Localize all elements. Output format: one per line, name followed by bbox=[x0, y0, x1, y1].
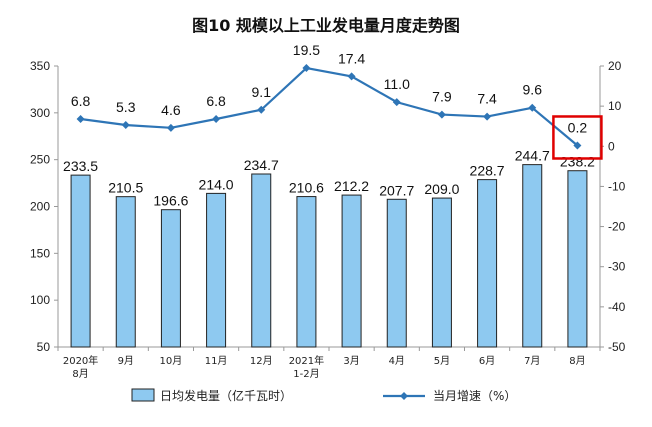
y-left-tick-label: 100 bbox=[30, 293, 50, 307]
x-tick-label: 4月 bbox=[389, 355, 405, 367]
y-right-tick-label: -50 bbox=[608, 340, 626, 354]
bar-value-label: 209.0 bbox=[424, 181, 459, 197]
legend: 日均发电量（亿千瓦时） 当月增速（%） bbox=[131, 388, 516, 403]
line-value-label: 9.1 bbox=[252, 84, 272, 100]
x-tick-label: 11月 bbox=[205, 355, 228, 367]
bar bbox=[522, 164, 543, 348]
x-tick-label: 8月 bbox=[569, 355, 585, 367]
line-point bbox=[528, 103, 537, 112]
line-point bbox=[76, 114, 85, 123]
bar-data-labels: 233.5 210.5 196.6 214.0 234.7 210.6 212.2 207.7… bbox=[63, 148, 595, 209]
bar bbox=[431, 197, 452, 348]
y-right-tick-label: 20 bbox=[608, 59, 622, 73]
y-right-tick-label: -40 bbox=[608, 300, 626, 314]
x-tick-label: 7月 bbox=[524, 355, 540, 367]
bar-value-label: 238.2 bbox=[560, 154, 595, 170]
line-point bbox=[347, 72, 356, 81]
highlight-box bbox=[552, 115, 603, 160]
line-value-label: 6.8 bbox=[71, 93, 91, 109]
line-point bbox=[257, 105, 266, 114]
bar bbox=[477, 179, 498, 348]
y-left-tick-label: 250 bbox=[30, 153, 50, 167]
line-value-label: 4.6 bbox=[161, 102, 181, 118]
line-value-label: 7.4 bbox=[477, 91, 497, 107]
bar bbox=[70, 174, 91, 348]
bar-value-label: 210.6 bbox=[289, 180, 324, 196]
x-tick-label: 2021年 1-2月 bbox=[289, 354, 324, 380]
x-tick-label: 6月 bbox=[479, 355, 495, 367]
legend-bar-label: 日均发电量（亿千瓦时） bbox=[160, 388, 292, 403]
y-left-tick-label: 200 bbox=[30, 200, 50, 214]
legend-bar-swatch bbox=[131, 388, 155, 402]
x-tick-label: 2020年 8月 bbox=[63, 354, 98, 380]
bar-value-label: 244.7 bbox=[515, 148, 550, 164]
x-tick-label: 10月 bbox=[160, 355, 183, 367]
y-right-tick-label: 10 bbox=[608, 99, 622, 113]
bar bbox=[386, 198, 407, 348]
bar bbox=[341, 194, 362, 348]
y-right-tick-label: 0 bbox=[608, 139, 615, 153]
line-point bbox=[573, 141, 582, 150]
line-point bbox=[302, 64, 311, 73]
bar bbox=[115, 196, 136, 348]
bar-value-label: 214.0 bbox=[199, 176, 234, 192]
bar-value-label: 196.6 bbox=[153, 193, 188, 209]
bar-value-label: 228.7 bbox=[470, 163, 505, 179]
bar bbox=[206, 192, 227, 348]
x-tick-label: 3月 bbox=[343, 355, 359, 367]
bar-value-label: 210.5 bbox=[108, 180, 143, 196]
line-value-label: 9.6 bbox=[523, 82, 543, 98]
line-point bbox=[437, 110, 446, 119]
legend-line-label: 当月增速（%） bbox=[433, 389, 516, 403]
line-value-label: 7.9 bbox=[432, 89, 452, 105]
bar-value-label: 234.7 bbox=[244, 157, 279, 173]
line-series bbox=[76, 64, 582, 150]
bar bbox=[296, 196, 317, 348]
y-right-tick-label: -10 bbox=[608, 179, 626, 193]
line-value-label: 6.8 bbox=[206, 93, 226, 109]
bar-value-label: 233.5 bbox=[63, 158, 98, 174]
line-value-label: 19.5 bbox=[293, 42, 320, 58]
y-left-tick-label: 50 bbox=[37, 340, 51, 354]
highlight-rect bbox=[552, 115, 603, 160]
x-tick-label: 12月 bbox=[250, 355, 273, 367]
line-value-label: 5.3 bbox=[116, 99, 136, 115]
bar-value-label: 212.2 bbox=[334, 178, 369, 194]
y-left-tick-label: 150 bbox=[30, 246, 50, 260]
x-tick-label: 9月 bbox=[118, 355, 134, 367]
bar bbox=[160, 209, 181, 348]
line-value-label: 17.4 bbox=[338, 50, 365, 66]
line-value-label: 11.0 bbox=[384, 76, 410, 92]
bar bbox=[251, 173, 272, 348]
chart-title: 图10 规模以上工业发电量月度走势图 bbox=[192, 16, 460, 35]
line-value-label: 0.2 bbox=[568, 119, 588, 135]
y-left-tick-label: 300 bbox=[30, 106, 50, 120]
y-left-tick-label: 350 bbox=[30, 59, 50, 73]
bar-value-label: 207.7 bbox=[379, 182, 414, 198]
line-point bbox=[121, 121, 130, 130]
y-right-tick-label: -20 bbox=[608, 220, 626, 234]
bar-series bbox=[70, 164, 588, 348]
line-point bbox=[166, 123, 175, 132]
line-data-labels: 6.8 5.3 4.6 6.8 9.1 19.5 17.4 11.0 7.9 7.4 9.6 0.2 bbox=[71, 42, 588, 135]
bar bbox=[567, 170, 588, 348]
line-point bbox=[212, 114, 221, 123]
line-point bbox=[392, 98, 401, 107]
axes: 50 100 150 200 250 300 350 -50 -40 -30 -20 -10 0 10 20… bbox=[30, 59, 626, 380]
line-point bbox=[483, 112, 492, 121]
x-tick-label: 5月 bbox=[434, 355, 450, 367]
growth-line bbox=[80, 66, 579, 147]
legend-line-marker bbox=[400, 392, 408, 400]
y-right-tick-label: -30 bbox=[608, 260, 626, 274]
